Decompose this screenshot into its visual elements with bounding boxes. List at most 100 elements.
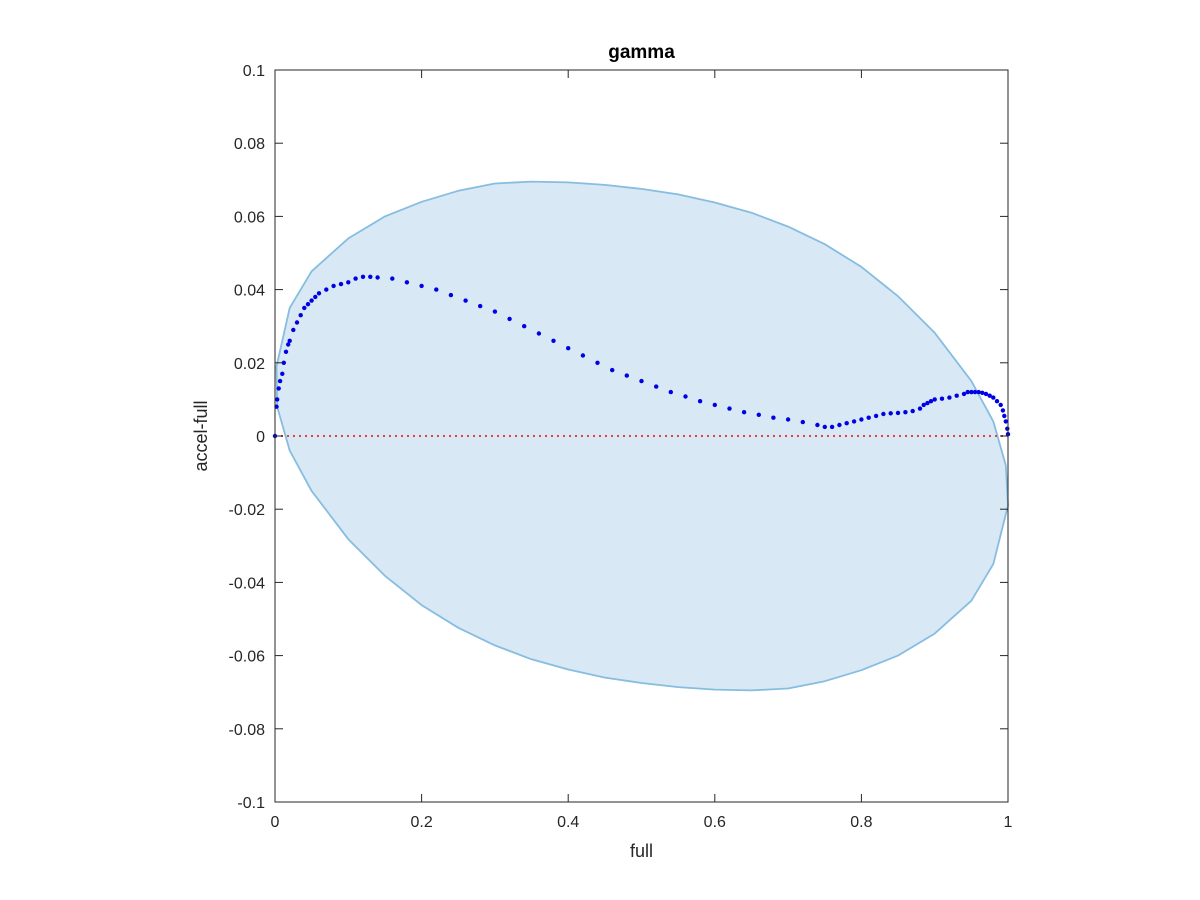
data-point xyxy=(980,390,985,395)
data-point xyxy=(463,298,468,303)
data-point xyxy=(972,389,978,395)
y-tick-label: -0.04 xyxy=(229,575,266,592)
data-point xyxy=(478,303,483,309)
data-point xyxy=(390,276,395,281)
data-point xyxy=(910,408,915,414)
x-tick-label: 0.2 xyxy=(410,814,432,831)
data-point xyxy=(925,400,930,406)
x-tick-label: 0.6 xyxy=(704,814,726,831)
data-point xyxy=(991,395,996,400)
data-point xyxy=(610,367,615,373)
data-point xyxy=(917,406,923,411)
data-point xyxy=(928,399,934,404)
data-point xyxy=(994,399,1000,404)
data-point xyxy=(998,402,1003,408)
data-point xyxy=(829,424,835,430)
data-point xyxy=(298,313,303,318)
data-point xyxy=(654,384,659,389)
data-point xyxy=(368,274,373,279)
data-point xyxy=(987,393,992,398)
data-point xyxy=(294,320,300,325)
data-point xyxy=(624,373,629,378)
data-point xyxy=(976,389,981,395)
data-point xyxy=(785,417,791,422)
data-point xyxy=(492,309,498,314)
data-point xyxy=(683,394,688,399)
data-point xyxy=(866,415,871,420)
data-point xyxy=(331,283,336,289)
data-point xyxy=(837,422,842,428)
data-point xyxy=(302,305,307,311)
x-axis-label: full xyxy=(630,841,653,861)
data-point xyxy=(895,410,901,416)
data-point xyxy=(522,324,527,329)
data-point xyxy=(844,421,849,426)
data-point xyxy=(969,389,974,395)
data-point xyxy=(324,287,329,292)
data-point xyxy=(338,281,344,287)
data-point xyxy=(741,410,747,415)
x-tick-label: 0 xyxy=(271,814,280,831)
data-point xyxy=(771,415,776,420)
data-point xyxy=(903,410,908,415)
data-point xyxy=(277,378,283,384)
data-point xyxy=(281,360,286,365)
data-point xyxy=(983,391,989,397)
data-point xyxy=(353,276,358,281)
data-point xyxy=(921,402,926,408)
data-point xyxy=(1002,413,1007,419)
data-point xyxy=(313,294,318,300)
data-point xyxy=(873,413,879,419)
data-point xyxy=(822,424,827,430)
y-axis-label: accel-full xyxy=(191,400,211,471)
data-point xyxy=(280,371,285,376)
data-point xyxy=(580,353,586,358)
x-axis: 0 0.2 0.4 0.6 0.8 1 xyxy=(271,70,1013,831)
data-point xyxy=(551,338,556,343)
data-point xyxy=(1005,426,1010,431)
data-point xyxy=(566,346,571,351)
data-point xyxy=(965,389,970,395)
data-point xyxy=(727,406,732,411)
data-point xyxy=(756,412,761,417)
data-point xyxy=(859,417,864,422)
data-point xyxy=(360,274,366,279)
data-point xyxy=(305,302,311,307)
y-tick-label: 0.06 xyxy=(234,209,265,226)
x-tick-label: 0.8 xyxy=(850,814,872,831)
y-tick-label: 0.02 xyxy=(234,356,265,373)
data-point xyxy=(448,292,454,298)
data-point xyxy=(595,360,600,365)
data-point xyxy=(375,275,380,280)
data-point xyxy=(888,411,893,416)
data-point xyxy=(286,342,291,347)
y-tick-label: -0.02 xyxy=(229,502,266,519)
data-point xyxy=(800,419,805,425)
data-point xyxy=(1003,419,1008,424)
data-point xyxy=(276,386,281,391)
data-point xyxy=(939,396,945,401)
y-tick-label: -0.08 xyxy=(229,722,266,739)
y-tick-label: 0.1 xyxy=(243,63,265,80)
data-point xyxy=(283,349,289,354)
y-tick-label: 0.08 xyxy=(234,136,265,153)
data-point xyxy=(639,378,644,384)
data-point xyxy=(712,402,717,408)
y-tick-label: 0.04 xyxy=(234,283,265,300)
x-tick-label: 1 xyxy=(1004,814,1013,831)
y-tick-label: -0.1 xyxy=(237,795,265,812)
data-point xyxy=(961,391,967,397)
y-axis: -0.1 -0.08 -0.06 -0.04 -0.02 0 0.02 0.04 0.06 0.0… xyxy=(229,63,1008,812)
data-point xyxy=(346,280,351,285)
y-tick-label: -0.06 xyxy=(229,649,266,666)
data-point xyxy=(287,338,292,343)
data-point xyxy=(291,327,296,333)
data-point xyxy=(947,395,952,400)
data-point xyxy=(668,389,673,395)
data-point xyxy=(536,331,542,336)
x-tick-label: 0.4 xyxy=(557,814,579,831)
data-point xyxy=(881,411,886,417)
chart-title: gamma xyxy=(608,42,675,63)
data-point xyxy=(1000,408,1006,413)
data-point xyxy=(309,298,314,303)
